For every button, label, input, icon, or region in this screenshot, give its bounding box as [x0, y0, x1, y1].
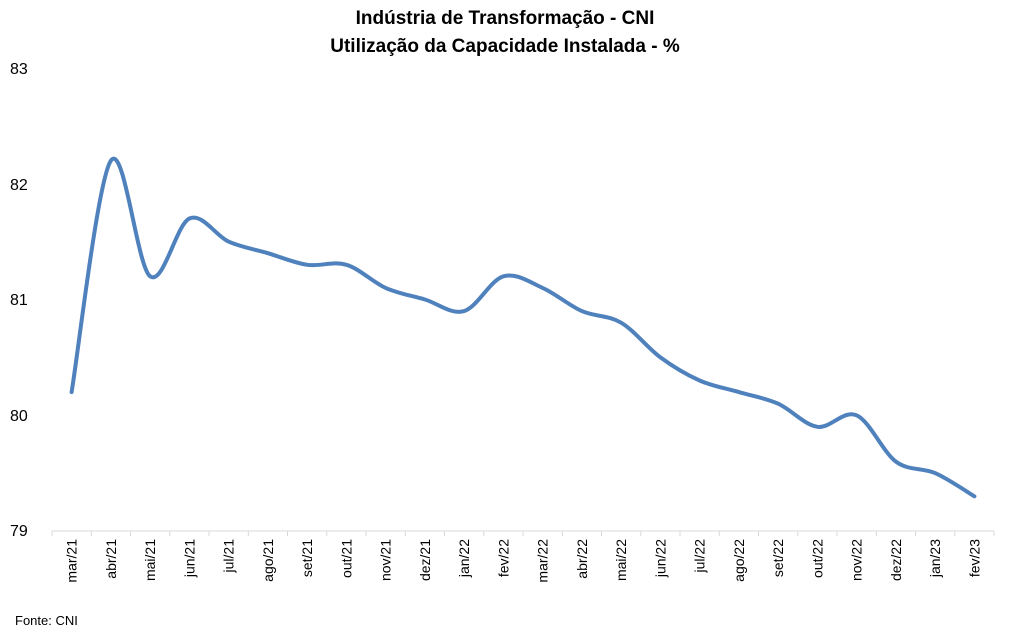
x-tick-label: mar/22 — [535, 539, 551, 583]
x-tick-label: nov/21 — [378, 539, 394, 581]
x-tick-label: out/22 — [809, 539, 825, 578]
x-tick-label: out/21 — [338, 539, 354, 578]
x-tick-label: abr/21 — [103, 539, 119, 579]
x-tick-label: jul/22 — [692, 539, 708, 574]
y-tick-label: 81 — [10, 292, 28, 309]
x-tick-label: mai/21 — [142, 539, 158, 581]
x-tick-label: ago/22 — [731, 539, 747, 582]
x-tick-label: dez/22 — [888, 539, 904, 581]
x-tick-label: jul/21 — [221, 539, 237, 574]
x-tick-label: abr/22 — [574, 539, 590, 579]
x-tick-label: jun/22 — [652, 539, 668, 578]
chart-title-line-1: Indústria de Transformação - CNI — [356, 8, 655, 29]
x-tick-label: ago/21 — [260, 539, 276, 582]
series-line — [69, 156, 977, 499]
x-tick-label: fev/23 — [966, 539, 982, 577]
x-axis-labels: mar/21 abr/21 mai/21 jun/21 jul/21 ago/21 set/… — [64, 539, 983, 583]
x-tick-label: set/21 — [299, 539, 315, 577]
y-tick-label: 83 — [10, 61, 28, 78]
x-tick-label: jan/23 — [927, 539, 943, 578]
y-tick-label: 80 — [10, 408, 28, 425]
x-tick-label: jan/22 — [456, 539, 472, 578]
x-tick-label: mai/22 — [613, 539, 629, 581]
x-tick-label: dez/21 — [417, 539, 433, 581]
x-tick-label: fev/22 — [495, 539, 511, 577]
chart-title-line-2: Utilização da Capacidade Instalada - % — [330, 36, 680, 57]
y-tick-label: 82 — [10, 177, 28, 194]
x-axis-ticks — [51, 531, 995, 536]
source-note: Fonte: CNI — [15, 613, 78, 628]
y-tick-label: 79 — [10, 523, 28, 540]
y-axis: 79 80 81 82 83 — [10, 61, 28, 540]
x-tick-label: mar/21 — [64, 539, 80, 583]
x-tick-label: nov/22 — [849, 539, 865, 581]
x-tick-label: jun/21 — [181, 539, 197, 578]
x-tick-label: set/22 — [770, 539, 786, 577]
